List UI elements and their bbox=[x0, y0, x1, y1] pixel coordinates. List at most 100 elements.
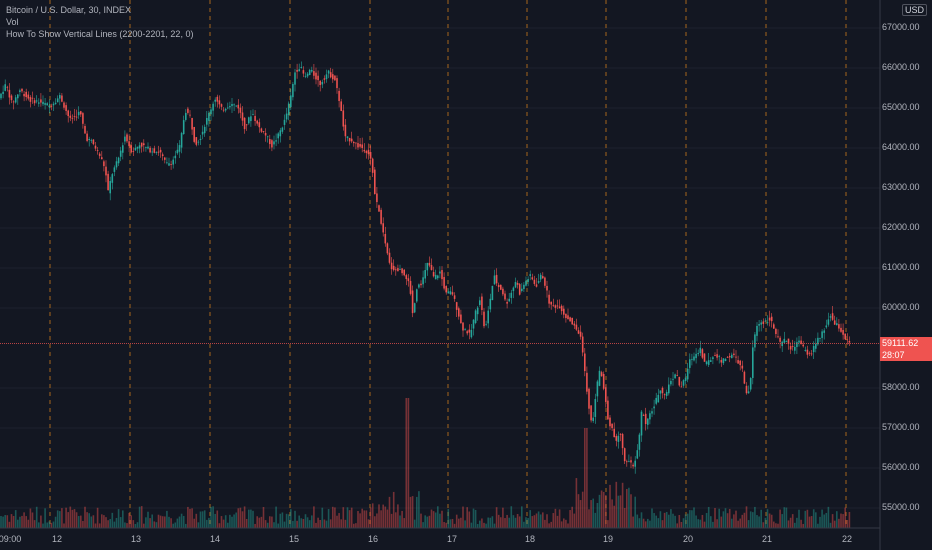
candle-body bbox=[535, 284, 538, 287]
volume-bar bbox=[260, 516, 263, 528]
vertical-lines-indicator-label[interactable]: How To Show Vertical Lines (2200-2201, 2… bbox=[6, 29, 194, 39]
volume-bar bbox=[468, 511, 471, 528]
volume-bar bbox=[623, 507, 626, 528]
volume-bar bbox=[227, 522, 229, 528]
volume-bar bbox=[252, 510, 254, 528]
candle-body bbox=[126, 134, 128, 142]
candle-body bbox=[523, 284, 525, 289]
candle-body bbox=[558, 306, 561, 309]
volume-bar bbox=[388, 496, 391, 528]
candle-body bbox=[367, 149, 370, 155]
price-tick-label: 62000.00 bbox=[882, 222, 920, 232]
volume-bar bbox=[332, 506, 334, 528]
volume-bar bbox=[476, 523, 479, 528]
volume-bar bbox=[485, 523, 487, 528]
volume-bar bbox=[59, 511, 61, 528]
candle-body bbox=[269, 139, 271, 145]
candle-body bbox=[296, 69, 298, 72]
candle-body bbox=[115, 161, 118, 168]
volume-bar bbox=[804, 510, 807, 528]
volume-bar bbox=[348, 510, 351, 528]
candle-body bbox=[548, 294, 550, 304]
candle-body bbox=[361, 144, 363, 149]
volume-bar bbox=[504, 518, 506, 528]
volume-bar bbox=[248, 509, 250, 528]
candle-body bbox=[161, 154, 164, 157]
volume-bar bbox=[46, 522, 48, 528]
candle-body bbox=[136, 146, 139, 149]
volume-bar bbox=[161, 516, 164, 528]
time-tick-label: 13 bbox=[130, 534, 142, 544]
volume-bar bbox=[426, 516, 429, 528]
candle-body bbox=[132, 151, 135, 152]
volume-bar bbox=[195, 513, 198, 528]
currency-label[interactable]: USD bbox=[902, 4, 928, 16]
candle-body bbox=[86, 133, 88, 141]
candle-body bbox=[407, 278, 410, 282]
volume-bar bbox=[684, 514, 687, 528]
volume-bar bbox=[676, 523, 678, 528]
volume-bar bbox=[689, 510, 691, 528]
volume-bar bbox=[808, 516, 811, 528]
candle-body bbox=[338, 90, 340, 101]
volume-indicator-label[interactable]: Vol bbox=[6, 17, 19, 27]
candle-body bbox=[447, 291, 450, 294]
candle-body bbox=[527, 279, 529, 282]
volume-bar bbox=[598, 494, 601, 528]
candle-body bbox=[720, 360, 723, 363]
candle-body bbox=[619, 433, 622, 435]
candle-body bbox=[810, 353, 813, 355]
volume-bar bbox=[714, 508, 716, 528]
volume-bar bbox=[846, 519, 849, 528]
price-tick-label: 61000.00 bbox=[882, 262, 920, 272]
candle-body bbox=[348, 137, 351, 142]
volume-bar bbox=[86, 512, 88, 528]
candle-body bbox=[657, 394, 660, 403]
volume-bar bbox=[378, 504, 380, 528]
volume-bar bbox=[105, 517, 107, 528]
candle-body bbox=[111, 174, 114, 183]
candle-body bbox=[424, 270, 426, 279]
volume-bar bbox=[720, 516, 723, 528]
candle-body bbox=[254, 115, 256, 121]
candle-body bbox=[94, 145, 97, 149]
volume-bar bbox=[466, 507, 468, 528]
candle-body bbox=[376, 193, 378, 203]
volume-bar bbox=[103, 515, 105, 528]
volume-bar bbox=[537, 511, 540, 528]
chart-legend[interactable]: Bitcoin / U.S. Dollar, 30, INDEX Vol How… bbox=[6, 4, 193, 40]
volume-bar bbox=[611, 499, 613, 528]
candle-body bbox=[353, 141, 355, 144]
time-tick-label: 12 bbox=[51, 534, 63, 544]
candle-body bbox=[607, 400, 609, 420]
volume-bar bbox=[218, 523, 221, 528]
candle-body bbox=[777, 336, 779, 338]
candle-body bbox=[311, 69, 313, 72]
volume-bar bbox=[479, 520, 481, 528]
volume-bar bbox=[63, 523, 65, 528]
candle-body bbox=[155, 152, 158, 153]
volume-bar bbox=[716, 519, 718, 528]
volume-bar bbox=[197, 522, 200, 528]
volume-bar bbox=[626, 488, 628, 528]
candle-body bbox=[103, 161, 105, 167]
candle-body bbox=[61, 95, 63, 102]
volume-bar bbox=[302, 518, 305, 528]
candle-body bbox=[628, 461, 630, 463]
volume-bar bbox=[563, 518, 565, 528]
volume-bar bbox=[588, 509, 590, 528]
volume-bar bbox=[216, 510, 219, 528]
candle-body bbox=[210, 109, 212, 115]
volume-bar bbox=[445, 522, 447, 528]
candle-body bbox=[256, 120, 258, 124]
symbol-title[interactable]: Bitcoin / U.S. Dollar, 30, INDEX bbox=[6, 5, 132, 15]
volume-bar bbox=[602, 491, 605, 528]
volume-bar bbox=[319, 519, 321, 528]
candle-body bbox=[756, 325, 758, 336]
volume-bar bbox=[397, 504, 399, 528]
candle-body bbox=[281, 127, 284, 132]
volume-bar bbox=[214, 513, 216, 528]
candle-body bbox=[808, 352, 811, 354]
